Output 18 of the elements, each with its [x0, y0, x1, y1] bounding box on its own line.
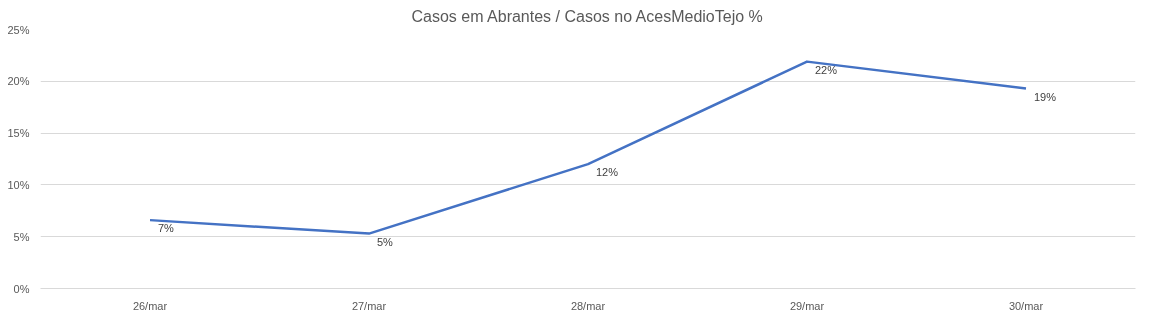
chart-title: Casos em Abrantes / Casos no AcesMedioTejo % [411, 7, 763, 25]
data-label: 22% [815, 63, 838, 76]
data-label: 12% [596, 166, 619, 179]
x-tick-label: 27/mar [351, 299, 387, 312]
data-label: 19% [1034, 90, 1057, 103]
x-tick-label: 28/mar [570, 299, 606, 312]
data-label: 7% [158, 222, 175, 235]
y-tick-label: 5% [13, 230, 30, 243]
y-tick-label: 10% [7, 178, 30, 191]
y-tick-label: 0% [13, 282, 30, 295]
data-label: 5% [377, 235, 394, 248]
line-series [148, 60, 1028, 235]
x-tick-label: 26/mar [132, 299, 168, 312]
x-tick-label: 29/mar [789, 299, 825, 312]
y-tick-label: 20% [7, 75, 30, 88]
x-tick-label: 30/mar [1008, 299, 1044, 312]
y-tick-label: 25% [7, 23, 30, 36]
y-tick-label: 15% [7, 127, 30, 140]
